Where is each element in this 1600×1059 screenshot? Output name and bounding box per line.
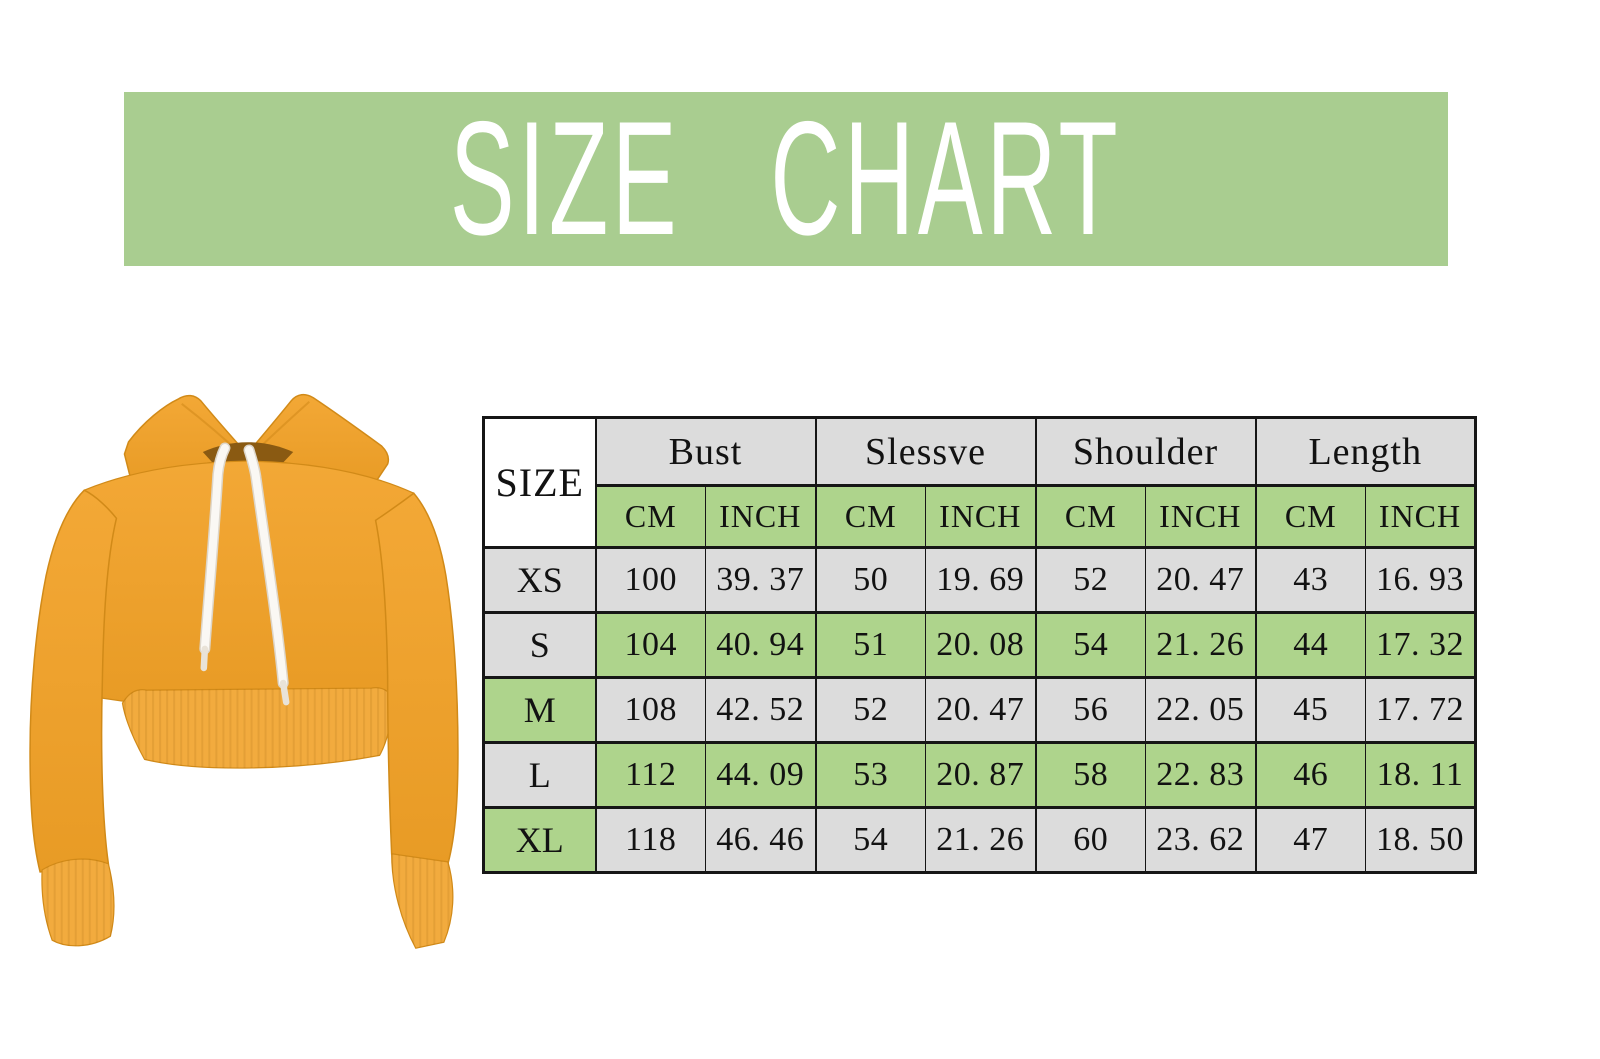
value-cell: 16. 93 (1365, 546, 1477, 614)
value-cell: 108 (594, 676, 706, 744)
unit-header-row: CM INCH CM INCH CM INCH CM INCH (484, 484, 1477, 549)
table-row-xl: XL 118 46. 46 54 21. 26 60 23. 62 47 18.… (483, 806, 1477, 874)
value-cell: 46. 46 (704, 806, 817, 874)
group-header-length: Length (1254, 416, 1477, 487)
value-cell: 112 (594, 741, 706, 809)
hoodie-product-image (18, 388, 470, 954)
value-cell: 18. 50 (1365, 806, 1477, 874)
unit-header-cm: CM (1254, 484, 1367, 549)
page-title-word-2: CHART (770, 88, 1122, 269)
size-chart-table: SIZE Bust Slessve Shoulder Length CM INC… (482, 416, 1478, 874)
page-title-word-1: SIZE (450, 88, 681, 269)
value-cell: 22. 83 (1145, 741, 1257, 809)
value-cell: 18. 11 (1365, 741, 1477, 809)
value-cell: 39. 37 (704, 546, 817, 614)
page-title: SIZE CHART (450, 98, 1121, 260)
value-cell: 52 (1034, 546, 1147, 614)
value-cell: 22. 05 (1145, 676, 1257, 744)
size-cell: L (483, 741, 596, 809)
value-cell: 47 (1254, 806, 1367, 874)
size-chart-banner: SIZE CHART (124, 92, 1448, 266)
value-cell: 46 (1254, 741, 1367, 809)
value-cell: 52 (814, 676, 927, 744)
value-cell: 118 (594, 806, 706, 874)
value-cell: 44. 09 (704, 741, 817, 809)
table-row-l: L 112 44. 09 53 20. 87 58 22. 83 46 18. … (483, 741, 1477, 809)
unit-header-cm: CM (814, 484, 927, 549)
value-cell: 40. 94 (704, 611, 817, 679)
value-cell: 54 (1034, 611, 1147, 679)
value-cell: 42. 52 (704, 676, 817, 744)
value-cell: 20. 47 (1145, 546, 1257, 614)
unit-header-inch: INCH (925, 484, 1037, 549)
unit-header-inch: INCH (1145, 484, 1257, 549)
value-cell: 21. 26 (925, 806, 1037, 874)
right-sleeve (374, 492, 459, 865)
table-row-s: S 104 40. 94 51 20. 08 54 21. 26 44 17. … (483, 611, 1477, 679)
group-header-row: SIZE Bust Slessve Shoulder Length (483, 416, 1477, 549)
drawstrings (199, 442, 290, 706)
value-cell: 17. 32 (1365, 611, 1477, 679)
size-cell: XL (483, 806, 596, 874)
group-header-bust: Bust (594, 416, 817, 487)
value-cell: 45 (1254, 676, 1367, 744)
value-cell: 43 (1254, 546, 1367, 614)
value-cell: 20. 87 (925, 741, 1037, 809)
table-row-xs: XS 100 39. 37 50 19. 69 52 20. 47 43 16.… (483, 546, 1477, 614)
value-cell: 19. 69 (925, 546, 1037, 614)
value-cell: 21. 26 (1145, 611, 1257, 679)
value-cell: 60 (1034, 806, 1147, 874)
unit-header-inch: INCH (1365, 484, 1477, 549)
body (74, 460, 420, 704)
group-header-sleeve: Slessve (814, 416, 1037, 487)
value-cell: 23. 62 (1145, 806, 1257, 874)
value-cell: 20. 47 (925, 676, 1037, 744)
size-column-header: SIZE (483, 416, 597, 549)
unit-header-cm: CM (1034, 484, 1147, 549)
size-cell: S (483, 611, 596, 679)
unit-header-inch: INCH (704, 484, 817, 549)
unit-header-cm: CM (594, 484, 706, 549)
hoodie-illustration (29, 393, 459, 949)
size-cell: M (483, 676, 596, 744)
value-cell: 58 (1034, 741, 1147, 809)
left-sleeve (29, 489, 118, 873)
table-row-m: M 108 42. 52 52 20. 47 56 22. 05 45 17. … (483, 676, 1477, 744)
value-cell: 44 (1254, 611, 1367, 679)
value-cell: 50 (814, 546, 927, 614)
value-cell: 56 (1034, 676, 1147, 744)
value-cell: 51 (814, 611, 927, 679)
value-cell: 54 (814, 806, 927, 874)
value-cell: 20. 08 (925, 611, 1037, 679)
value-cell: 100 (594, 546, 706, 614)
value-cell: 104 (594, 611, 706, 679)
value-cell: 53 (814, 741, 927, 809)
group-header-shoulder: Shoulder (1034, 416, 1257, 487)
value-cell: 17. 72 (1365, 676, 1477, 744)
size-cell: XS (483, 546, 596, 614)
